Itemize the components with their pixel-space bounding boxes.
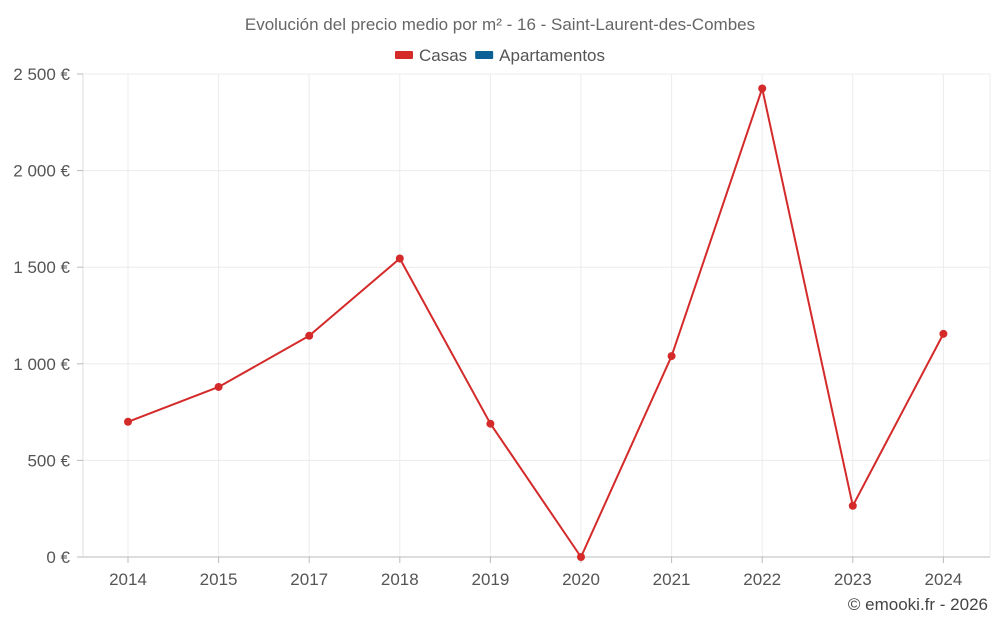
data-point[interactable]: [214, 382, 223, 391]
data-point[interactable]: [577, 553, 585, 561]
x-tick-label: 2017: [290, 570, 328, 589]
legend-swatch: [475, 51, 494, 59]
y-tick-label: 500 €: [27, 451, 70, 470]
y-tick-label: 1 000 €: [13, 355, 70, 374]
x-tick-label: 2022: [743, 570, 781, 589]
axes: [77, 73, 990, 563]
y-axis-labels: 0 € 500 € 1 000 € 1 500 € 2 000 € 2 500 €: [13, 65, 70, 567]
x-tick-label: 2015: [200, 570, 238, 589]
x-tick-label: 2020: [562, 570, 600, 589]
x-tick-label: 2021: [653, 570, 691, 589]
y-tick-label: 2 500 €: [13, 65, 70, 84]
data-point[interactable]: [305, 331, 314, 340]
legend-swatch: [394, 51, 413, 59]
footer-credit: © emooki.fr - 2026: [848, 595, 988, 614]
data-point[interactable]: [395, 254, 404, 263]
data-point[interactable]: [486, 419, 495, 428]
data-point[interactable]: [667, 352, 676, 361]
series-line-casas: [127, 87, 945, 558]
legend-label: Casas: [419, 46, 467, 65]
data-point[interactable]: [848, 501, 857, 510]
legend: Casas Apartamentos: [394, 46, 605, 65]
x-tick-label: 2024: [924, 570, 962, 589]
y-tick-label: 0 €: [46, 548, 70, 567]
y-tick-label: 2 000 €: [13, 162, 70, 181]
grid: [83, 73, 991, 557]
y-tick-label: 1 500 €: [13, 258, 70, 277]
legend-label: Apartamentos: [499, 46, 605, 65]
x-tick-label: 2014: [109, 570, 147, 589]
x-tick-label: 2023: [834, 570, 872, 589]
chart-title: Evolución del precio medio por m² - 16 -…: [245, 15, 755, 34]
x-tick-label: 2018: [381, 570, 419, 589]
data-point[interactable]: [758, 84, 767, 93]
x-tick-label: 2019: [471, 570, 509, 589]
data-point[interactable]: [124, 417, 132, 426]
data-point[interactable]: [939, 329, 948, 338]
series-group: [124, 84, 948, 561]
x-axis-labels: 2014 2015 2017 2018 2019 2020 2021 2022 2023 2024: [109, 570, 962, 589]
